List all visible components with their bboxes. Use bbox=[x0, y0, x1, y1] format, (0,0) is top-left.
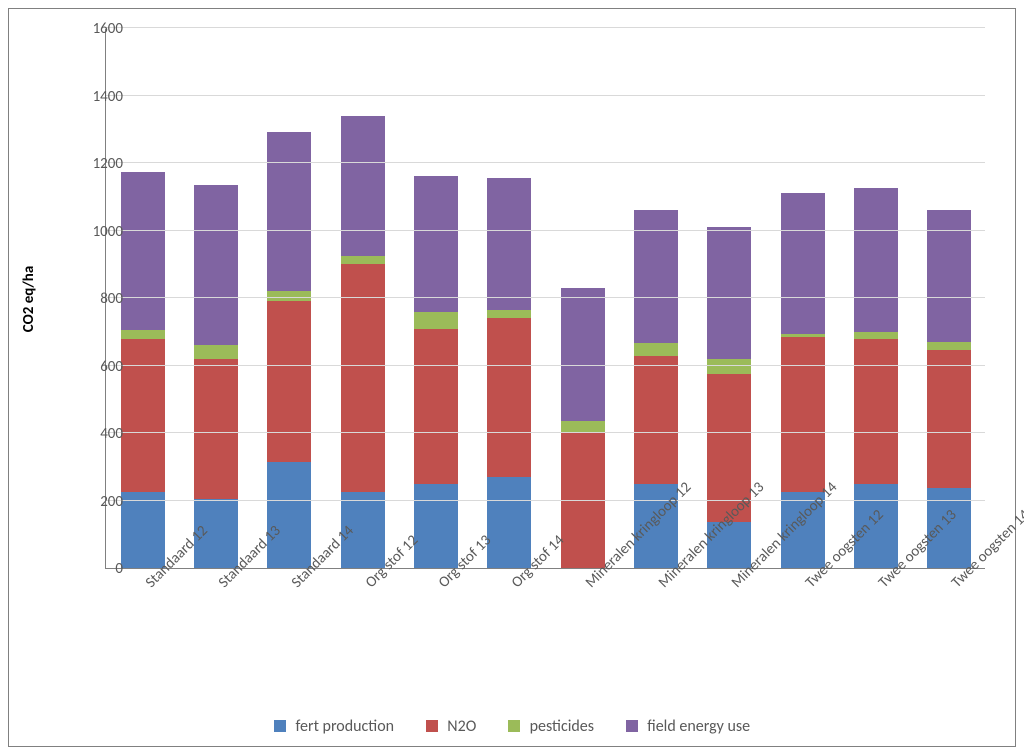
y-tick-label: 1400 bbox=[63, 88, 123, 106]
legend: fert production N2O pesticides field ene… bbox=[9, 717, 1015, 736]
legend-item-field-energy-use: field energy use bbox=[626, 717, 750, 736]
bar-segment-field-energy-use bbox=[341, 116, 385, 256]
bar-segment-pesticides bbox=[487, 310, 531, 318]
legend-item-fert-production: fert production bbox=[274, 717, 394, 736]
bar-segment-N2O bbox=[121, 339, 165, 493]
bar-segment-field-energy-use bbox=[707, 227, 751, 359]
bar-segment-fert-production bbox=[414, 484, 458, 568]
legend-swatch-fert-production bbox=[274, 720, 286, 732]
legend-item-pesticides: pesticides bbox=[508, 717, 594, 736]
legend-label-pesticides: pesticides bbox=[530, 717, 594, 736]
legend-swatch-pesticides bbox=[508, 720, 520, 732]
bar-segment-field-energy-use bbox=[267, 132, 311, 291]
plot-area bbox=[105, 29, 985, 569]
y-tick-label: 1200 bbox=[63, 155, 123, 173]
x-tick-label: Standaard 14 bbox=[288, 579, 301, 592]
y-tick-label: 1600 bbox=[63, 20, 123, 38]
bar-segment-N2O bbox=[267, 301, 311, 461]
bar-segment-N2O bbox=[341, 264, 385, 492]
bar-segment-field-energy-use bbox=[854, 188, 898, 331]
y-tick-label: 200 bbox=[63, 493, 123, 511]
legend-label-field-energy-use: field energy use bbox=[647, 717, 750, 736]
x-tick-label: Standaard 12 bbox=[142, 579, 155, 592]
y-tick-label: 400 bbox=[63, 425, 123, 443]
bar-segment-fert-production bbox=[121, 492, 165, 568]
x-tick-label: Org stof 13 bbox=[435, 579, 448, 592]
legend-label-fert-production: fert production bbox=[296, 717, 395, 736]
gridline bbox=[106, 162, 985, 163]
chart-frame: CO2 eq/ha fert production N2O pesticides… bbox=[8, 8, 1016, 747]
bar-segment-N2O bbox=[561, 433, 605, 568]
legend-item-n2o: N2O bbox=[426, 717, 477, 736]
gridline bbox=[106, 230, 985, 231]
gridline bbox=[106, 27, 985, 28]
bar-segment-pesticides bbox=[781, 334, 825, 337]
bar-segment-field-energy-use bbox=[487, 178, 531, 310]
legend-swatch-n2o bbox=[426, 720, 438, 732]
bar-segment-pesticides bbox=[121, 330, 165, 338]
bar-segment-pesticides bbox=[634, 343, 678, 357]
bar-segment-pesticides bbox=[194, 345, 238, 359]
y-tick-label: 600 bbox=[63, 358, 123, 376]
y-axis-title: CO2 eq/ha bbox=[20, 266, 38, 332]
bar-segment-field-energy-use bbox=[561, 288, 605, 421]
gridline bbox=[106, 95, 985, 96]
bar-segment-field-energy-use bbox=[781, 193, 825, 335]
legend-label-n2o: N2O bbox=[447, 717, 476, 736]
bar-segment-pesticides bbox=[341, 256, 385, 264]
gridline bbox=[106, 365, 985, 366]
bar-segment-N2O bbox=[194, 359, 238, 499]
bar-segment-N2O bbox=[927, 350, 971, 488]
bar-segment-pesticides bbox=[267, 291, 311, 302]
x-tick-label: Twee oogsten 13 bbox=[875, 579, 888, 592]
x-tick-label: Mineralen kringloop 14 bbox=[728, 579, 741, 592]
bar-segment-N2O bbox=[414, 329, 458, 484]
legend-swatch-field-energy-use bbox=[626, 720, 638, 732]
x-tick-label: Mineralen kringloop 13 bbox=[655, 579, 668, 592]
x-tick-label: Org stof 12 bbox=[362, 579, 375, 592]
y-tick-label: 800 bbox=[63, 290, 123, 308]
x-tick-label: Standaard 13 bbox=[215, 579, 228, 592]
y-tick-label: 1000 bbox=[63, 223, 123, 241]
gridline bbox=[106, 297, 985, 298]
x-tick-label: Mineralen kringloop 12 bbox=[582, 579, 595, 592]
x-tick-label: Org stof 14 bbox=[508, 579, 521, 592]
x-tick-label: Twee oogsten 14 bbox=[948, 579, 961, 592]
bar-segment-fert-production bbox=[267, 462, 311, 568]
gridline bbox=[106, 500, 985, 501]
bar-segment-pesticides bbox=[927, 342, 971, 350]
bar-segment-pesticides bbox=[414, 312, 458, 329]
bar-segment-field-energy-use bbox=[194, 185, 238, 345]
bar-segment-field-energy-use bbox=[121, 172, 165, 331]
x-tick-label: Twee oogsten 12 bbox=[802, 579, 815, 592]
bar-segment-N2O bbox=[854, 339, 898, 484]
gridline bbox=[106, 432, 985, 433]
bar-segment-N2O bbox=[487, 318, 531, 477]
bar-segment-pesticides bbox=[854, 332, 898, 339]
bars-container bbox=[106, 29, 985, 568]
bar-segment-field-energy-use bbox=[414, 176, 458, 313]
bar-segment-N2O bbox=[634, 356, 678, 484]
y-tick-label: 0 bbox=[63, 560, 123, 578]
bar-segment-N2O bbox=[781, 337, 825, 492]
bar-segment-fert-production bbox=[487, 477, 531, 568]
bar-segment-pesticides bbox=[707, 359, 751, 374]
